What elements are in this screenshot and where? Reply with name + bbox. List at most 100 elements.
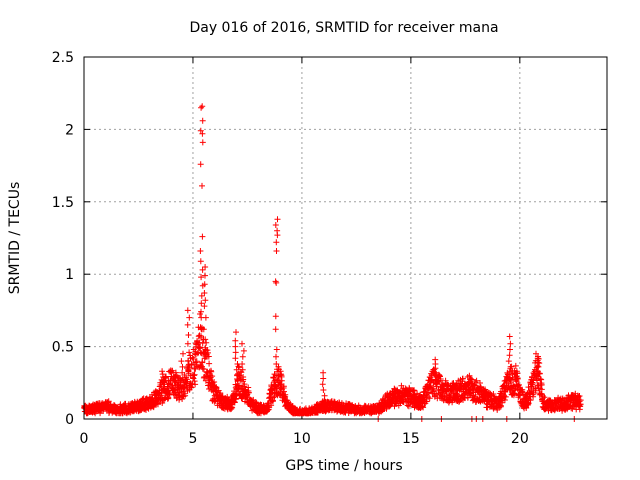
data-point: [577, 401, 584, 408]
data-point: [232, 349, 239, 356]
y-tick-label: 1.5: [52, 195, 74, 211]
data-point: [232, 343, 239, 350]
data-point: [199, 182, 205, 189]
data-point: [274, 232, 281, 239]
data-point: [320, 369, 327, 376]
data-point: [211, 379, 218, 385]
data-point: [200, 326, 207, 333]
data-point: [270, 394, 277, 401]
data-point: [282, 391, 289, 398]
data-point: [159, 368, 166, 375]
data-point: [209, 373, 216, 380]
data-point: [506, 333, 513, 340]
data-point: [158, 376, 165, 383]
data-point: [321, 392, 328, 399]
data-point: [198, 300, 205, 307]
data-point: [205, 349, 211, 356]
data-point: [189, 354, 196, 361]
data-point: [529, 380, 536, 386]
data-point: [497, 402, 504, 409]
data-point: [202, 297, 209, 304]
data-point: [197, 161, 204, 168]
data-point: [472, 379, 479, 385]
x-tick-label: 10: [293, 431, 311, 447]
data-point: [180, 350, 186, 357]
data-point: [198, 308, 204, 315]
data-point: [433, 391, 440, 398]
data-point: [512, 362, 519, 369]
data-point: [272, 222, 279, 228]
y-tick-label: 1: [65, 267, 74, 283]
data-point: [197, 127, 204, 134]
data-point: [499, 399, 506, 406]
data-point: [179, 369, 186, 376]
data-point: [432, 372, 439, 379]
data-point: [199, 117, 206, 124]
data-point: [459, 375, 466, 382]
data-point: [533, 350, 539, 357]
data-point: [414, 390, 421, 397]
data-point: [319, 381, 326, 388]
data-point: [477, 380, 483, 386]
data-point: [160, 374, 167, 380]
data-point: [197, 248, 204, 254]
data-point: [514, 370, 521, 377]
data-point: [205, 353, 212, 360]
data-point: [201, 303, 208, 310]
data-point: [431, 369, 438, 376]
data-point: [432, 365, 439, 372]
data-point: [273, 279, 280, 286]
data-point: [184, 321, 191, 328]
data-point: [272, 313, 279, 320]
data-point: [273, 361, 280, 367]
data-point: [507, 340, 514, 347]
data-point: [186, 349, 193, 356]
data-point: [423, 398, 430, 405]
data-point: [426, 395, 433, 402]
data-point: [530, 393, 537, 400]
data-point: [507, 363, 514, 370]
data-point: [278, 377, 285, 384]
data-point: [511, 390, 518, 397]
data-point: [199, 359, 206, 366]
data-point: [182, 392, 189, 399]
data-point: [507, 346, 513, 353]
data-point: [162, 374, 169, 381]
data-point: [264, 407, 271, 414]
data-point: [199, 103, 206, 110]
data-point: [184, 307, 191, 314]
data-point: [191, 371, 198, 378]
data-point: [320, 375, 327, 382]
y-axis-tick-labels: 0 0.5 1 1.5 2 2.5: [52, 50, 74, 428]
data-point: [202, 336, 209, 343]
data-point: [530, 376, 537, 383]
x-tick-label: 0: [80, 431, 89, 447]
data-point: [231, 399, 238, 406]
data-point: [482, 386, 489, 393]
data-point: [105, 398, 112, 405]
data-point: [541, 394, 548, 401]
data-point: [217, 390, 224, 396]
data-point: [239, 366, 246, 373]
x-tick-label: 20: [511, 431, 529, 447]
data-point: [201, 290, 208, 296]
data-point: [506, 352, 513, 359]
data-point: [239, 340, 245, 347]
data-point: [199, 130, 206, 137]
data-point: [192, 381, 199, 388]
data-point: [178, 358, 185, 365]
data-point: [232, 395, 239, 402]
data-points: [81, 103, 584, 422]
grid-lines: [84, 57, 607, 419]
data-point: [502, 393, 509, 400]
data-point: [202, 264, 209, 270]
data-point: [506, 368, 513, 375]
data-point: [240, 347, 247, 354]
data-point: [576, 393, 583, 399]
data-point: [203, 339, 210, 346]
data-point: [274, 216, 281, 223]
data-point: [202, 346, 209, 353]
data-point: [515, 381, 522, 388]
data-point: [202, 314, 209, 321]
